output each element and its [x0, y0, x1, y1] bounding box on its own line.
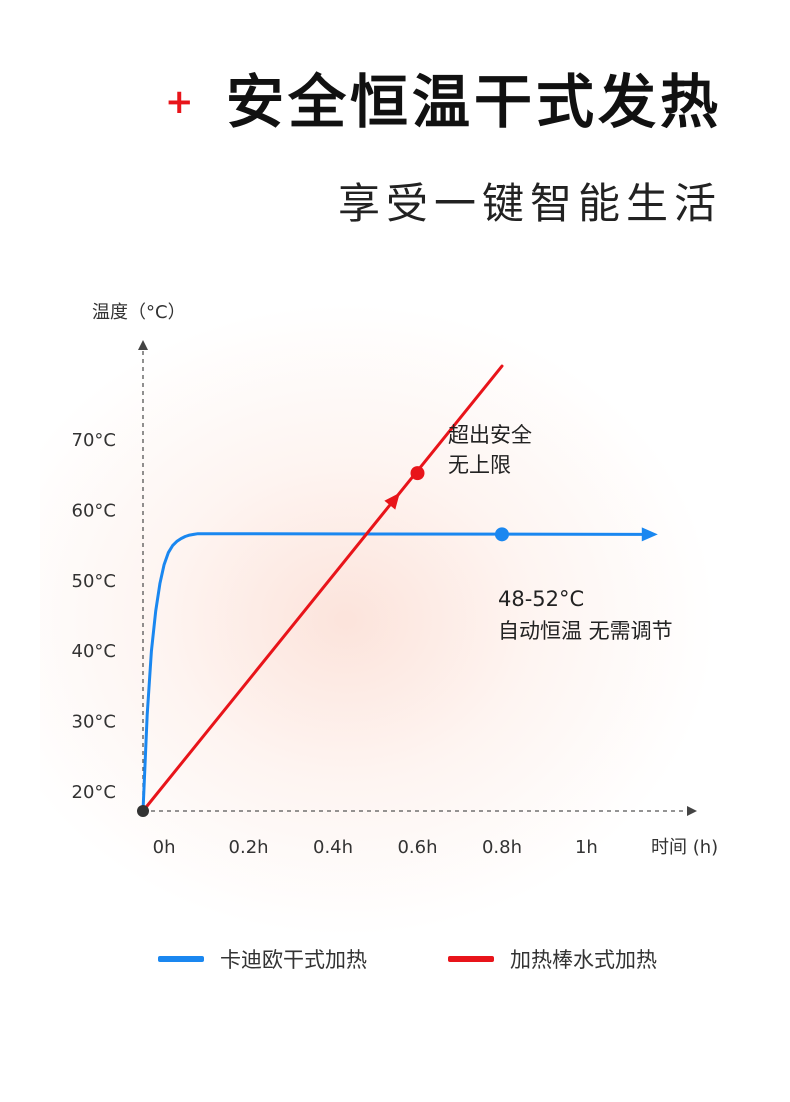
legend-label: 加热棒水式加热 — [510, 948, 657, 972]
annotation-line: 自动恒温 无需调节 — [498, 619, 673, 643]
annotation-line: 超出安全 — [448, 423, 532, 447]
series-marker-1 — [410, 466, 425, 481]
series-marker-0 — [494, 527, 509, 542]
legend-swatch — [448, 956, 494, 962]
page-subtitle: 享受一键智能生活 — [337, 179, 722, 228]
legend-label: 卡迪欧干式加热 — [220, 948, 367, 972]
origin-point — [137, 805, 149, 817]
y-tick-label: 40°C — [72, 641, 116, 662]
x-tick-label: 0.6h — [397, 837, 437, 858]
x-tick-label: 0.2h — [229, 837, 269, 858]
x-axis-title: 时间 (h) — [651, 837, 718, 858]
y-tick-label: 70°C — [72, 430, 116, 451]
plus-icon: + — [165, 82, 194, 122]
x-tick-label: 0.4h — [313, 837, 353, 858]
legend-item-dry-heating: 卡迪欧干式加热 — [158, 942, 367, 976]
y-tick-label: 30°C — [72, 712, 116, 733]
x-tick-label: 1h — [575, 837, 598, 858]
legend-item-water-heating: 加热棒水式加热 — [448, 942, 657, 976]
y-tick-label: 20°C — [72, 782, 116, 803]
series-line-0 — [141, 532, 652, 813]
page-title: 安全恒温干式发热 — [225, 68, 722, 136]
x-tick-label: 0h — [153, 837, 176, 858]
series-line-1 — [141, 364, 504, 813]
y-tick-label: 60°C — [72, 500, 116, 521]
y-axis-title: 温度（°C） — [92, 302, 186, 323]
annotation-line: 无上限 — [448, 453, 511, 477]
annotation-line: 48-52°C — [498, 587, 584, 611]
series-arrow-0 — [641, 527, 658, 542]
legend-swatch — [158, 956, 204, 962]
series-arrow-1 — [384, 492, 400, 510]
x-tick-label: 0.8h — [482, 837, 522, 858]
y-tick-label: 50°C — [72, 571, 116, 592]
